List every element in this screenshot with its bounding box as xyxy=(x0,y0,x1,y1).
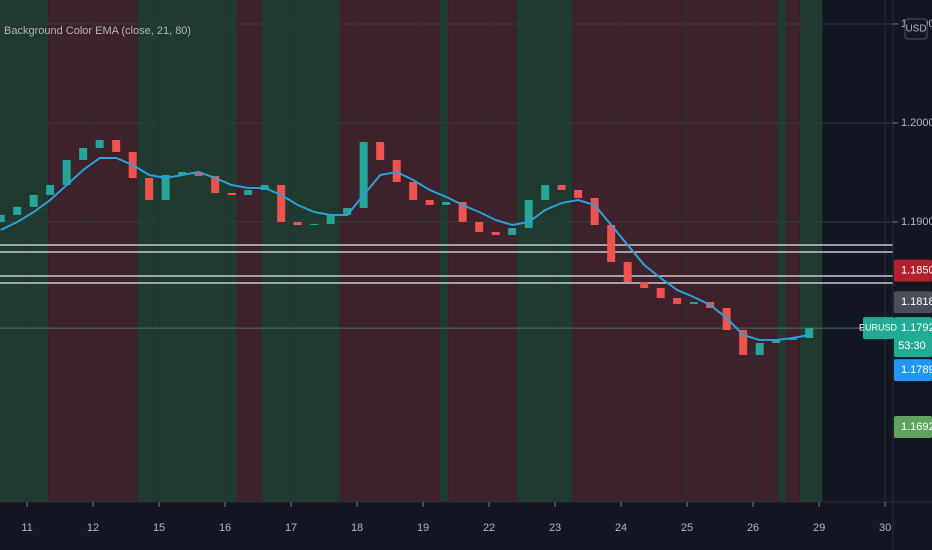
candle-body xyxy=(805,328,814,339)
candle-body xyxy=(607,224,616,262)
x-tick-label: 25 xyxy=(681,522,693,534)
candle-body xyxy=(62,160,71,185)
candle-body xyxy=(656,288,665,299)
price-label: 1.18189 xyxy=(901,296,932,308)
candle-body xyxy=(29,194,38,207)
candle-body xyxy=(590,198,599,225)
x-tick-label: 15 xyxy=(153,522,165,534)
candle-body xyxy=(95,140,104,149)
candle-body xyxy=(343,208,352,215)
price-label-box xyxy=(894,259,932,282)
x-tick-label: 12 xyxy=(87,522,99,534)
candle-body xyxy=(508,228,517,235)
candle-body xyxy=(277,184,286,222)
price-label-box xyxy=(894,317,932,358)
price-label-box xyxy=(894,416,932,439)
candle-body xyxy=(541,184,550,200)
axes: 1.210001.200001.190001112151617181922232… xyxy=(21,18,932,534)
candle-body xyxy=(376,141,385,160)
candle-body xyxy=(425,200,434,205)
x-tick-label: 18 xyxy=(351,522,363,534)
background-band xyxy=(799,0,823,502)
candle-body xyxy=(574,190,583,199)
background-band xyxy=(516,0,573,502)
y-tick-label: 1.19000 xyxy=(901,216,932,228)
candle-body xyxy=(772,340,781,343)
background-band xyxy=(262,0,340,502)
candle-body xyxy=(359,141,368,209)
candle-body xyxy=(623,261,632,282)
candle-body xyxy=(244,190,253,195)
candle-body xyxy=(326,214,335,224)
ema-line xyxy=(0,157,810,341)
indicator-title: Background Color EMA (close, 21, 80) xyxy=(4,25,191,37)
candle-body xyxy=(211,175,220,193)
price-label: 1.17928 xyxy=(901,322,932,334)
candle-body xyxy=(524,200,533,229)
background-band xyxy=(440,0,449,502)
candle-body xyxy=(145,178,154,200)
candle-body xyxy=(112,140,121,152)
background-band xyxy=(572,0,779,502)
candle-body xyxy=(475,221,484,232)
x-tick-label: 30 xyxy=(879,522,891,534)
x-tick-label: 19 xyxy=(417,522,429,534)
symbol-box xyxy=(863,317,894,340)
symbol-label: EURUSD xyxy=(859,322,898,332)
y-tick-label: 1.20000 xyxy=(901,117,932,129)
price-label-box xyxy=(894,359,932,382)
x-tick-label: 16 xyxy=(219,522,231,534)
price-label-box xyxy=(894,291,932,314)
candle-body xyxy=(227,192,236,195)
plot-area xyxy=(0,0,893,502)
currency-box[interactable] xyxy=(904,18,928,40)
candle-body xyxy=(689,301,698,304)
candle-body xyxy=(46,184,55,195)
price-label: 1.17895 xyxy=(901,364,932,376)
candle-body xyxy=(458,201,467,222)
candle-body xyxy=(161,174,170,200)
candle-body xyxy=(557,184,566,190)
x-tick-label: 24 xyxy=(615,522,627,534)
background-band xyxy=(778,0,787,502)
candle-body xyxy=(491,231,500,235)
price-label: 1.18509 xyxy=(901,265,932,277)
price-label: 1.16929 xyxy=(901,421,932,433)
x-tick-label: 11 xyxy=(21,522,32,534)
candle-body xyxy=(79,148,88,160)
candle-body xyxy=(755,342,764,355)
candle-body xyxy=(194,171,203,176)
candle-body xyxy=(673,298,682,304)
background-band xyxy=(0,0,49,502)
x-tick-label: 23 xyxy=(549,522,561,534)
candle-body xyxy=(13,206,22,215)
background-band xyxy=(786,0,800,502)
background-band xyxy=(448,0,517,502)
candle-body xyxy=(409,181,418,200)
background-band xyxy=(236,0,263,502)
background-band xyxy=(137,0,237,502)
x-tick-label: 22 xyxy=(483,522,495,534)
x-tick-label: 26 xyxy=(747,522,759,534)
background-band xyxy=(339,0,441,502)
candle-body xyxy=(310,223,319,225)
candle-body xyxy=(0,214,5,222)
candle-body xyxy=(293,221,302,225)
candle-body xyxy=(739,330,748,355)
x-tick-label: 17 xyxy=(285,522,297,534)
currency[interactable]: USD xyxy=(905,24,926,35)
x-tick-label: 29 xyxy=(813,522,825,534)
candle-body xyxy=(640,281,649,289)
candle-body xyxy=(442,201,451,205)
countdown: 53:30 xyxy=(898,340,926,352)
candle-body xyxy=(178,171,187,175)
